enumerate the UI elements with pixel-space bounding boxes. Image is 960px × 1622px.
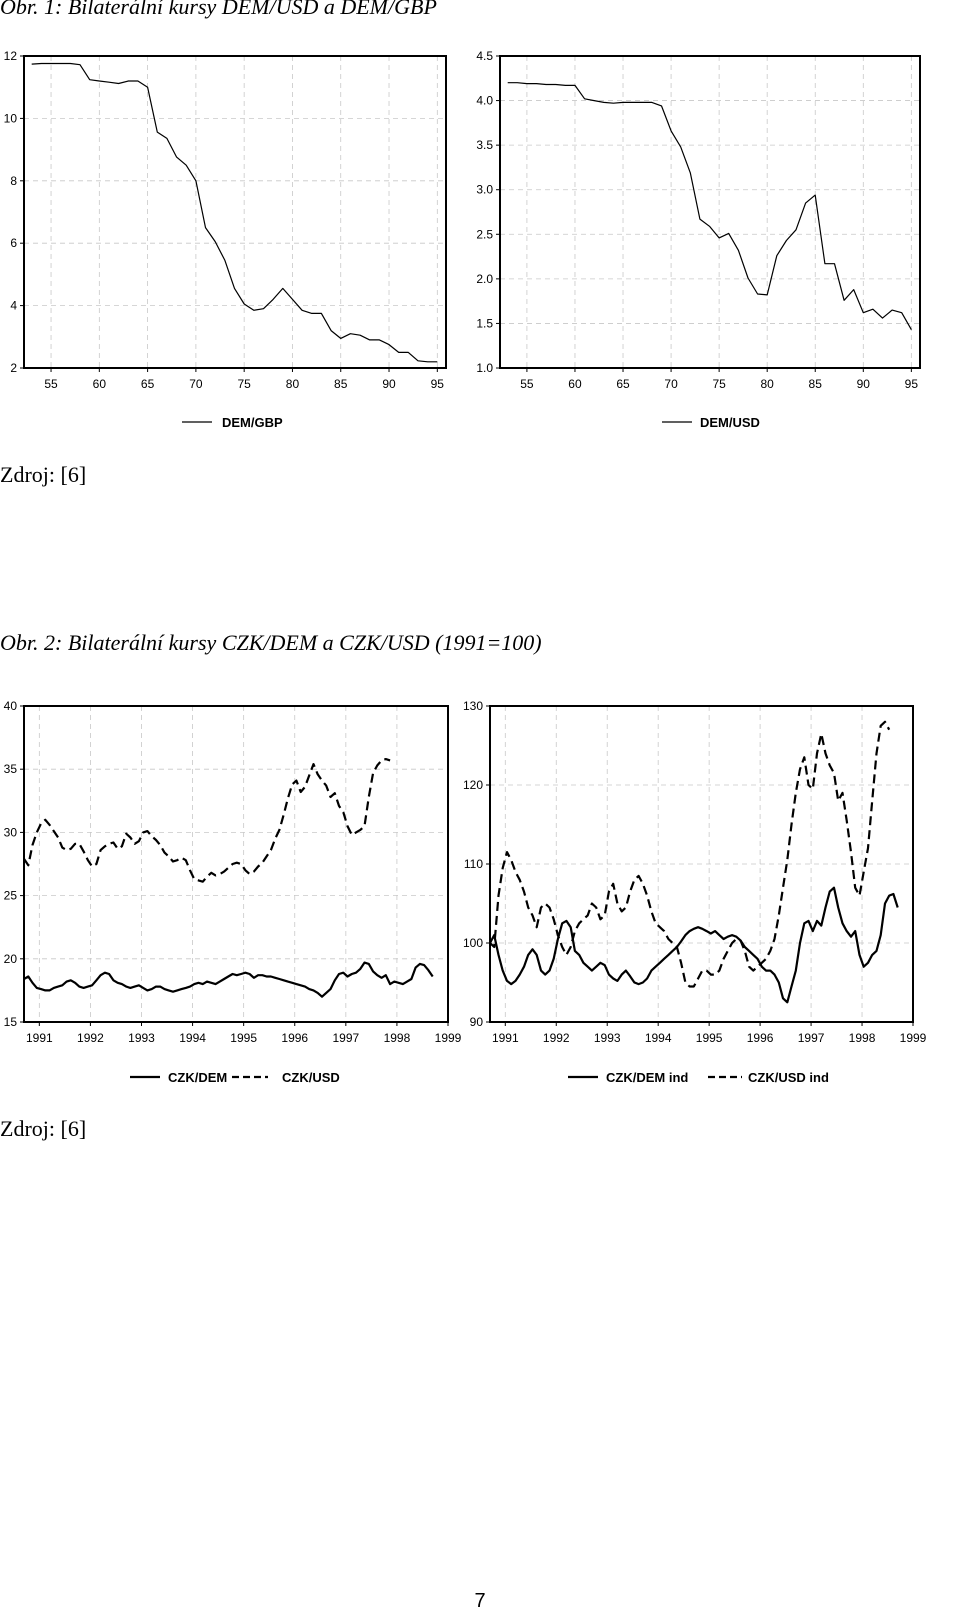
x-tick-label: 90 xyxy=(857,377,871,391)
y-tick-label: 110 xyxy=(464,857,483,871)
figure-2-source: Zdroj: [6] xyxy=(0,1116,87,1141)
y-tick-label: 120 xyxy=(463,778,483,792)
chart-dem-gbp: 2 4 6 8 10 12 55 60 65 70 75 80 85 90 95 DEM/GBP xyxy=(4,49,447,430)
plot-frame xyxy=(499,55,921,369)
x-tick-label: 1997 xyxy=(332,1031,359,1045)
y-tick-label: 3.0 xyxy=(476,183,493,197)
legend-label: DEM/GBP xyxy=(222,415,283,430)
x-tick-label: 1996 xyxy=(747,1031,774,1045)
y-tick-label: 4.5 xyxy=(476,49,493,63)
series-line-czk-usd-ind xyxy=(489,720,891,988)
y-tick-label: 1.0 xyxy=(476,361,493,375)
y-tick-label: 10 xyxy=(4,111,18,125)
x-tick-label: 1992 xyxy=(77,1031,104,1045)
x-tick-label: 1999 xyxy=(900,1031,927,1045)
y-tick-label: 1.5 xyxy=(476,316,493,330)
series-line-czk-dem xyxy=(23,961,434,998)
figure-1-title: Obr. 1: Bilaterální kursy DEM/USD a DEM/… xyxy=(0,0,437,19)
y-tick-label: 4 xyxy=(10,299,17,313)
x-tick-label: 95 xyxy=(905,377,919,391)
plot-frame xyxy=(489,705,914,1023)
y-tick-label: 100 xyxy=(463,936,483,950)
y-tick-label: 8 xyxy=(10,174,17,188)
y-tick-label: 25 xyxy=(4,889,18,903)
x-tick-label: 55 xyxy=(520,377,534,391)
x-tick-label: 1994 xyxy=(645,1031,672,1045)
x-tick-label: 85 xyxy=(809,377,823,391)
y-tick-label: 12 xyxy=(4,49,18,63)
x-tick-label: 65 xyxy=(616,377,630,391)
plot-frame xyxy=(23,705,449,1023)
x-tick-label: 1993 xyxy=(128,1031,155,1045)
x-tick-label: 1996 xyxy=(281,1031,308,1045)
x-tick-label: 1995 xyxy=(230,1031,257,1045)
chart-czk-dem-czk-usd: 15 20 25 30 35 40 1991 1992 1993 1994 1995 1996 1997… xyxy=(4,699,462,1085)
y-tick-label: 20 xyxy=(4,952,18,966)
x-tick-label: 1999 xyxy=(435,1031,462,1045)
figure-1-source: Zdroj: [6] xyxy=(0,462,87,487)
x-tick-label: 75 xyxy=(237,377,251,391)
legend-label: CZK/DEM xyxy=(168,1070,227,1085)
y-tick-label: 30 xyxy=(4,825,18,839)
y-tick-label: 2.0 xyxy=(476,272,493,286)
x-tick-label: 70 xyxy=(664,377,678,391)
page-number: 7 xyxy=(474,1590,486,1612)
chart-dem-usd: 1.0 1.5 2.0 2.5 3.0 3.5 4.0 4.5 55 60 65 70 75 80 85 90… xyxy=(476,49,921,430)
y-tick-label: 15 xyxy=(4,1015,18,1029)
y-tick-label: 2.5 xyxy=(476,227,493,241)
figure-2-title: Obr. 2: Bilaterální kursy CZK/DEM a CZK/… xyxy=(0,630,542,655)
plot-frame xyxy=(23,55,447,369)
x-tick-label: 1993 xyxy=(594,1031,621,1045)
x-tick-label: 1997 xyxy=(798,1031,825,1045)
x-tick-label: 1998 xyxy=(384,1031,411,1045)
x-tick-label: 60 xyxy=(568,377,582,391)
x-tick-label: 60 xyxy=(93,377,107,391)
y-tick-label: 2 xyxy=(10,361,17,375)
x-tick-label: 90 xyxy=(382,377,396,391)
x-tick-label: 65 xyxy=(141,377,155,391)
x-tick-label: 75 xyxy=(712,377,726,391)
chart-czk-index: 90 100 110 120 130 1991 1992 1993 1994 1995 1996 19… xyxy=(463,699,927,1085)
legend-label: CZK/USD xyxy=(282,1070,340,1085)
x-tick-label: 1995 xyxy=(696,1031,723,1045)
x-tick-label: 95 xyxy=(431,377,445,391)
series-line-dem-gbp xyxy=(31,62,438,363)
x-tick-label: 1998 xyxy=(849,1031,876,1045)
x-tick-label: 1991 xyxy=(26,1031,53,1045)
x-tick-label: 80 xyxy=(286,377,300,391)
y-tick-label: 40 xyxy=(4,699,18,713)
x-tick-label: 85 xyxy=(334,377,348,391)
y-tick-label: 35 xyxy=(4,762,18,776)
series-line-dem-usd xyxy=(507,82,912,330)
y-tick-label: 6 xyxy=(10,236,17,250)
legend-label: DEM/USD xyxy=(700,415,760,430)
y-tick-label: 130 xyxy=(463,699,483,713)
x-tick-label: 1991 xyxy=(492,1031,519,1045)
x-tick-label: 1992 xyxy=(543,1031,570,1045)
y-tick-label: 90 xyxy=(470,1015,484,1029)
legend-label: CZK/USD ind xyxy=(748,1070,829,1085)
legend-label: CZK/DEM ind xyxy=(606,1070,688,1085)
x-tick-label: 55 xyxy=(44,377,58,391)
y-tick-label: 3.5 xyxy=(476,138,493,152)
y-tick-label: 4.0 xyxy=(476,94,493,108)
x-tick-label: 70 xyxy=(189,377,203,391)
x-tick-label: 1994 xyxy=(179,1031,206,1045)
series-line-czk-dem-ind xyxy=(489,886,899,1004)
x-tick-label: 80 xyxy=(761,377,775,391)
